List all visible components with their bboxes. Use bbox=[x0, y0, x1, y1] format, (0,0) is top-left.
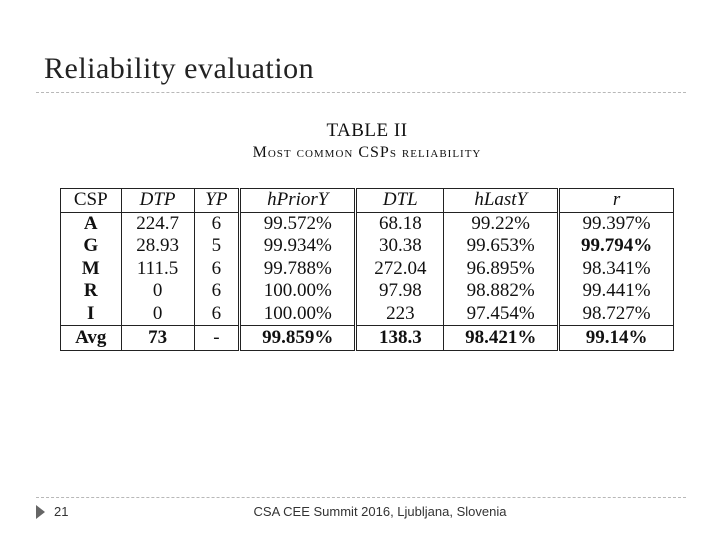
table-cell: 6 bbox=[194, 302, 242, 326]
table-cell: 98.341% bbox=[558, 257, 674, 280]
table-cell: I bbox=[60, 302, 122, 326]
table-cell: 6 bbox=[194, 280, 242, 303]
table-cell: 100.00% bbox=[239, 302, 358, 326]
table-avg-row: Avg 73 - 99.859% 138.3 98.421% 99.14% bbox=[60, 325, 674, 351]
table-cell: 5 bbox=[194, 235, 242, 258]
table-cell: 99.14% bbox=[558, 325, 674, 351]
table-cell: Avg bbox=[60, 325, 122, 351]
table-cell: 99.397% bbox=[558, 212, 674, 235]
table-cell: 99.22% bbox=[443, 212, 561, 235]
table-cell: R bbox=[60, 280, 122, 303]
table-row: I 0 6 100.00% 223 97.454% 98.727% bbox=[60, 302, 674, 326]
reliability-table: CSP DTP YP hPriorY DTL hLastY r A 224.7 … bbox=[60, 188, 674, 351]
table-cell: 99.934% bbox=[239, 235, 358, 258]
table-cell: 98.882% bbox=[443, 280, 561, 303]
table-cell: A bbox=[60, 212, 122, 235]
table-cell: G bbox=[60, 235, 122, 258]
page-number: 21 bbox=[54, 504, 69, 519]
table-row: G 28.93 5 99.934% 30.38 99.653% 99.794% bbox=[60, 235, 674, 258]
header-r: r bbox=[558, 188, 674, 213]
table-row: A 224.7 6 99.572% 68.18 99.22% 99.397% bbox=[60, 212, 674, 235]
header-dtl: DTL bbox=[355, 188, 445, 213]
table-cell: 97.98 bbox=[355, 280, 445, 303]
table-cell: 99.653% bbox=[443, 235, 561, 258]
bullet-arrow-icon bbox=[36, 505, 45, 519]
table-cell: 98.421% bbox=[443, 325, 561, 351]
table-cell: 223 bbox=[355, 302, 445, 326]
table-cell: 98.727% bbox=[558, 302, 674, 326]
table-cell: 6 bbox=[194, 212, 242, 235]
title-divider bbox=[36, 92, 686, 93]
table-cell: 272.04 bbox=[355, 257, 445, 280]
table-cell: 68.18 bbox=[355, 212, 445, 235]
table-row: M 111.5 6 99.788% 272.04 96.895% 98.341% bbox=[60, 257, 674, 280]
table-cell: 0 bbox=[121, 302, 195, 326]
table-cell: 28.93 bbox=[121, 235, 195, 258]
table-cell: 99.794% bbox=[558, 235, 674, 258]
header-hpriory: hPriorY bbox=[239, 188, 358, 213]
footer-text: CSA CEE Summit 2016, Ljubljana, Slovenia bbox=[253, 504, 507, 519]
table-cell: 30.38 bbox=[355, 235, 445, 258]
header-yp: YP bbox=[194, 188, 242, 213]
table-cell: 138.3 bbox=[355, 325, 445, 351]
table-cell: 100.00% bbox=[239, 280, 358, 303]
header-dtp: DTP bbox=[121, 188, 195, 213]
table-caption-title: Most common CSPs reliability bbox=[252, 144, 482, 161]
table-header-row: CSP DTP YP hPriorY DTL hLastY r bbox=[60, 188, 674, 213]
table-cell: - bbox=[194, 325, 242, 351]
slide-title: Reliability evaluation bbox=[44, 52, 315, 85]
table-cell: 111.5 bbox=[121, 257, 195, 280]
table-cell: 224.7 bbox=[121, 212, 195, 235]
table-caption-number: TABLE II bbox=[326, 120, 408, 141]
table-cell: 96.895% bbox=[443, 257, 561, 280]
table-cell: 99.859% bbox=[239, 325, 358, 351]
table-cell: 99.788% bbox=[239, 257, 358, 280]
footer-divider bbox=[36, 497, 686, 498]
table-cell: 6 bbox=[194, 257, 242, 280]
table-cell: 99.572% bbox=[239, 212, 358, 235]
table-cell: 73 bbox=[121, 325, 195, 351]
table-cell: 97.454% bbox=[443, 302, 561, 326]
table-cell: M bbox=[60, 257, 122, 280]
header-hlasty: hLastY bbox=[443, 188, 561, 213]
table-row: R 0 6 100.00% 97.98 98.882% 99.441% bbox=[60, 280, 674, 303]
table-cell: 0 bbox=[121, 280, 195, 303]
table-cell: 99.441% bbox=[558, 280, 674, 303]
header-csp: CSP bbox=[60, 188, 122, 213]
